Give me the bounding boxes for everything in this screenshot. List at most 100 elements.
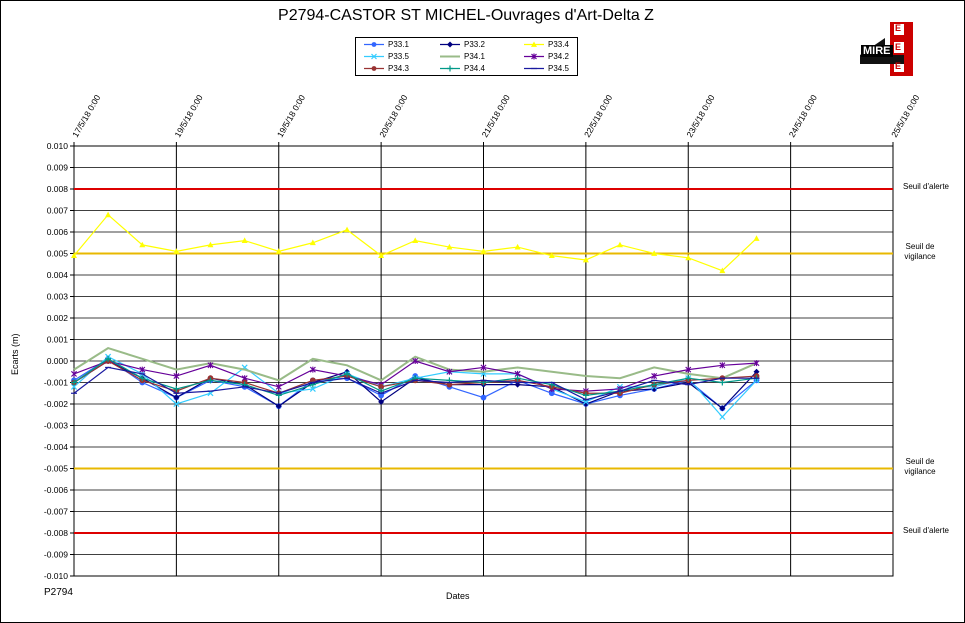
legend-swatch <box>364 66 384 71</box>
logo-letter-3: E <box>895 61 902 71</box>
y-axis-label: Ecarts (m) <box>10 333 20 376</box>
legend-swatch <box>440 41 460 48</box>
data-point <box>582 256 589 263</box>
y-tick-label: 0.001 <box>47 335 69 345</box>
data-point <box>378 398 385 405</box>
legend-label: P33.4 <box>548 40 569 49</box>
y-tick-label: 0.002 <box>47 313 69 323</box>
data-point <box>753 368 760 375</box>
legend-swatch <box>524 41 544 47</box>
data-point <box>173 394 180 401</box>
data-point <box>685 254 692 261</box>
data-point <box>446 368 453 375</box>
data-point <box>616 241 623 248</box>
data-point <box>207 362 214 369</box>
y-tick-label: -0.009 <box>44 550 68 560</box>
data-point <box>173 400 180 408</box>
y-tick-label: -0.007 <box>44 507 68 517</box>
x-tick-label: 22/5/18 0:00 <box>582 93 614 139</box>
data-point <box>514 381 521 388</box>
data-point <box>685 366 692 373</box>
x-tick-label: 25/5/18 0:00 <box>889 93 921 139</box>
x-tick-label: 21/5/18 0:00 <box>480 93 512 139</box>
data-point <box>514 243 521 250</box>
y-tick-label: 0.007 <box>47 206 69 216</box>
threshold-label: Seuil d'alerte <box>903 526 949 535</box>
data-point <box>309 239 316 246</box>
data-point <box>105 211 112 218</box>
legend-label: P34.3 <box>388 64 409 73</box>
data-point <box>685 375 692 382</box>
data-point <box>719 379 726 386</box>
legend-swatch <box>364 53 384 60</box>
data-point <box>719 413 726 420</box>
legend-swatch <box>440 65 460 72</box>
logo-letter-1: E <box>895 23 902 33</box>
data-point <box>173 248 180 254</box>
data-point <box>719 405 726 412</box>
data-point <box>241 237 248 243</box>
data-point <box>480 364 487 371</box>
y-tick-label: -0.008 <box>44 528 68 538</box>
data-point <box>71 370 77 377</box>
data-point <box>275 248 282 254</box>
data-point <box>446 243 453 250</box>
y-tick-label: -0.001 <box>44 378 68 388</box>
y-tick-label: 0.006 <box>47 227 69 237</box>
y-tick-label: -0.006 <box>44 485 68 495</box>
x-tick-label: 17/5/18 0:00 <box>70 93 102 139</box>
data-point <box>275 403 282 410</box>
chart-title: P2794-CASTOR ST MICHEL-Ouvrages d'Art-De… <box>278 7 654 24</box>
data-point <box>207 241 214 248</box>
data-point <box>582 401 589 407</box>
data-point <box>753 360 760 367</box>
data-point <box>344 370 351 377</box>
data-point <box>514 375 521 382</box>
data-point <box>105 355 112 362</box>
data-point <box>480 394 487 401</box>
data-point <box>480 248 487 254</box>
y-tick-label: 0.009 <box>47 163 69 173</box>
logo-letter-2: E <box>895 42 902 52</box>
legend-label: P33.5 <box>388 52 409 61</box>
logo-text: MIRE <box>861 45 893 57</box>
data-point <box>719 362 726 369</box>
data-point <box>651 250 658 256</box>
y-tick-label: 0.003 <box>47 292 69 302</box>
data-point <box>139 375 146 382</box>
y-tick-label: -0.002 <box>44 399 68 409</box>
y-tick-label: -0.004 <box>44 442 68 452</box>
data-point <box>378 252 385 259</box>
x-tick-label: 19/5/18 0:00 <box>275 93 307 139</box>
data-point <box>651 373 658 380</box>
legend-label: P34.2 <box>548 52 569 61</box>
threshold-label: Seuil de vigilance <box>904 241 936 261</box>
threshold-label: Seuil d'alerte <box>903 182 949 191</box>
y-tick-label: 0.000 <box>47 356 69 366</box>
y-tick-label: 0.004 <box>47 270 69 280</box>
legend-label: P34.4 <box>464 64 485 73</box>
y-tick-label: 0.008 <box>47 184 69 194</box>
data-point <box>651 381 658 388</box>
y-tick-label: -0.010 <box>44 571 68 581</box>
x-tick-label: 20/5/18 0:00 <box>377 93 409 139</box>
x-tick-label: 23/5/18 0:00 <box>684 93 716 139</box>
data-point <box>753 235 760 241</box>
y-tick-label: -0.003 <box>44 421 68 431</box>
data-point <box>207 377 214 384</box>
legend-swatch <box>524 67 544 70</box>
data-point <box>651 385 658 392</box>
legend-swatch <box>524 53 544 60</box>
data-point <box>71 379 77 386</box>
data-point <box>173 373 180 380</box>
data-point <box>275 383 282 390</box>
legend-label: P34.5 <box>548 64 569 73</box>
data-point <box>548 252 555 259</box>
data-point <box>309 385 316 392</box>
data-point <box>139 366 146 373</box>
x-tick-label: 24/5/18 0:00 <box>787 93 819 139</box>
y-tick-label: -0.005 <box>44 464 68 474</box>
legend-label: P33.2 <box>464 40 485 49</box>
legend-label: P34.1 <box>464 52 485 61</box>
footer-id: P2794 <box>44 587 73 598</box>
